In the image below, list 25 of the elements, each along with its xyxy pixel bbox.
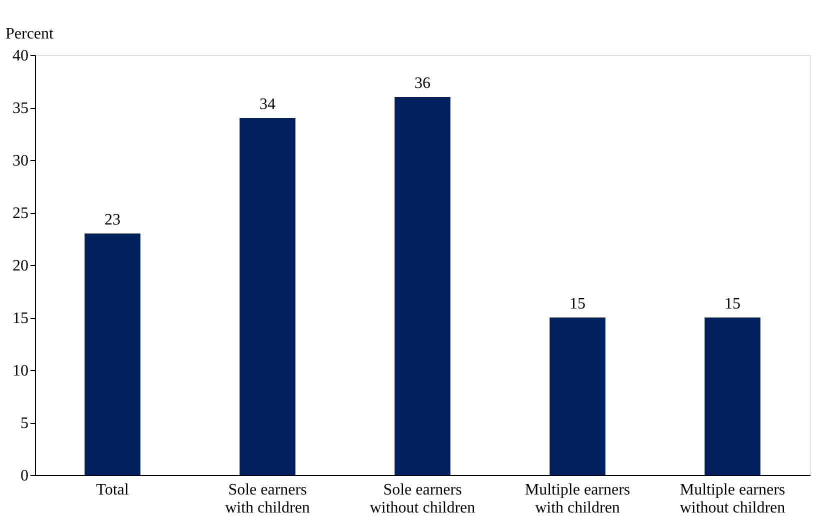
- y-tick-label: 20: [12, 258, 28, 274]
- bar: [394, 97, 450, 475]
- y-tick-label: 0: [20, 468, 28, 484]
- y-tick-label: 5: [20, 415, 28, 432]
- y-tick-label: 15: [12, 310, 28, 327]
- bar: [704, 318, 760, 475]
- x-tick-label: Total: [96, 482, 130, 498]
- bar: [240, 118, 296, 475]
- x-tick-label: Multiple earners without children: [680, 482, 786, 516]
- y-tick-label: 40: [12, 48, 28, 64]
- y-tick-label: 30: [12, 152, 28, 170]
- bar: [84, 234, 140, 475]
- y-tick-label: 10: [12, 362, 28, 380]
- data-label: 23: [104, 212, 120, 228]
- bar: [550, 318, 606, 475]
- y-tick-label: 25: [12, 205, 28, 222]
- data-label: 15: [724, 296, 740, 312]
- x-tick-label: Sole earners without children: [370, 482, 476, 516]
- data-label: 36: [414, 75, 430, 92]
- x-tick-label: Sole earners with children: [225, 482, 310, 516]
- y-axis-title: Percent: [6, 26, 54, 42]
- data-label: 15: [570, 296, 586, 312]
- x-tick-label: Multiple earners with children: [524, 482, 630, 516]
- y-tick-label: 35: [12, 100, 28, 117]
- data-label: 34: [260, 96, 276, 113]
